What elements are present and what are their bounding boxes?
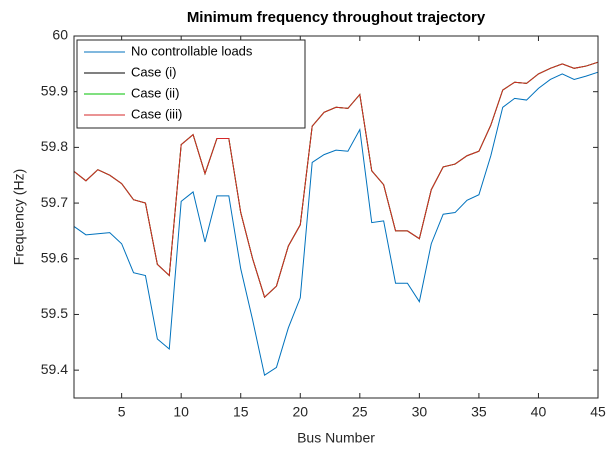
legend-label: Case (iii) [131,106,182,121]
x-tick-label: 40 [531,404,547,420]
x-tick-label: 45 [590,404,606,420]
y-tick-label: 60 [52,27,68,43]
series-line [73,61,599,299]
y-axis-label: Frequency (Hz) [11,169,27,265]
axes-box [73,35,599,399]
x-tick-label: 25 [352,404,368,420]
y-tick-label: 59.7 [41,194,68,210]
legend-label: Case (i) [131,64,177,79]
legend-label: No controllable loads [131,43,253,58]
x-tick-label: 5 [118,404,126,420]
legend-box [76,39,306,129]
legend-label: Case (ii) [131,85,179,100]
x-tick-label: 10 [173,404,189,420]
y-tick-label: 59.8 [41,138,68,154]
y-tick-label: 59.5 [41,305,68,321]
x-tick-label: 30 [412,404,428,420]
y-tick-label: 59.4 [41,361,68,377]
series-line [73,71,599,376]
x-axis-label: Bus Number [297,430,375,446]
x-tick-label: 20 [292,404,308,420]
chart-title: Minimum frequency throughout trajectory [187,9,486,26]
x-tick-label: 15 [233,404,249,420]
x-tick-label: 35 [471,404,487,420]
y-tick-label: 59.6 [41,249,68,265]
y-tick-label: 59.9 [41,82,68,98]
